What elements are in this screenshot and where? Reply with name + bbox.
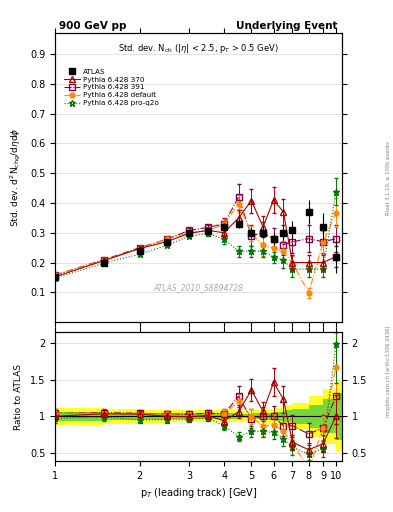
Legend: ATLAS, Pythia 6.428 370, Pythia 6.428 391, Pythia 6.428 default, Pythia 6.428 pr: ATLAS, Pythia 6.428 370, Pythia 6.428 39… xyxy=(61,66,162,109)
Y-axis label: Ratio to ATLAS: Ratio to ATLAS xyxy=(15,364,24,430)
Text: Underlying Event: Underlying Event xyxy=(237,20,338,31)
Text: Std. dev. N$_{\mathrm{ch}}$ ($|\eta|$ < 2.5, p$_T$ > 0.5 GeV): Std. dev. N$_{\mathrm{ch}}$ ($|\eta|$ < … xyxy=(118,42,279,55)
Text: 900 GeV pp: 900 GeV pp xyxy=(59,20,127,31)
X-axis label: p$_T$ (leading track) [GeV]: p$_T$ (leading track) [GeV] xyxy=(140,486,257,500)
Text: Rivet 3.1.10, ≥ 100k events: Rivet 3.1.10, ≥ 100k events xyxy=(386,141,391,215)
Text: ATLAS_2010_S8894728: ATLAS_2010_S8894728 xyxy=(153,283,244,292)
Y-axis label: Std. dev. d$^2$N$_{\mathrm{chg}}$/d$\eta$d$\phi$: Std. dev. d$^2$N$_{\mathrm{chg}}$/d$\eta… xyxy=(9,128,24,227)
Text: mcplots.cern.ch [arXiv:1306.3436]: mcplots.cern.ch [arXiv:1306.3436] xyxy=(386,325,391,417)
